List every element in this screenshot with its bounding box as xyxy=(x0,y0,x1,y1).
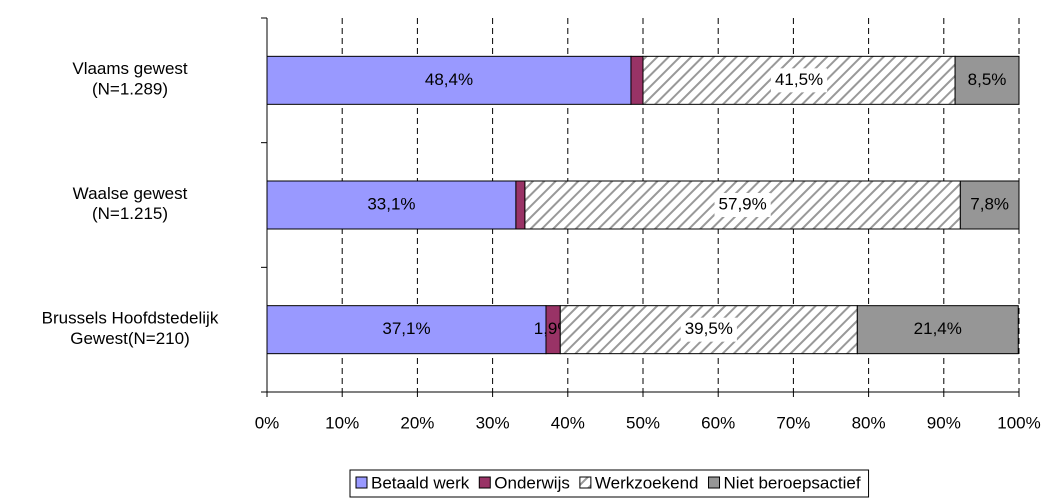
bar-segment xyxy=(266,180,517,230)
value-label: 41,5% xyxy=(775,70,823,89)
label-background xyxy=(680,317,737,342)
bar-segment xyxy=(515,180,526,230)
value-label: 21,4% xyxy=(914,319,962,338)
bar-segment xyxy=(954,55,1020,105)
value-label: 7,8% xyxy=(970,194,1009,213)
x-tick-label: 10% xyxy=(325,413,359,432)
value-label: 8,5% xyxy=(968,70,1007,89)
bar-segment xyxy=(266,305,547,355)
bar-segment xyxy=(959,180,1020,230)
legend-label: Niet beroepsactief xyxy=(724,473,861,492)
x-tick-label: 40% xyxy=(551,413,585,432)
legend-swatch xyxy=(355,476,368,489)
legend-box xyxy=(349,469,870,498)
value-label: 33,1% xyxy=(367,194,415,213)
legend: Betaald werk Onderwijs Werkzoekend Niet ber… xyxy=(349,469,870,498)
value-label: 57,9% xyxy=(719,194,767,213)
x-tick-label: 50% xyxy=(626,413,660,432)
label-background xyxy=(770,68,828,93)
legend-label: Werkzoekend xyxy=(595,473,699,492)
legend-label: Onderwijs xyxy=(494,473,570,492)
legend-swatch xyxy=(579,476,592,489)
legend-swatch xyxy=(478,476,491,489)
y-tick-label: Brussels Hoofdstedelijk Gewest(N=210) xyxy=(42,309,219,348)
x-tick-label: 70% xyxy=(776,413,810,432)
x-tick-label: 0% xyxy=(255,413,280,432)
value-label: 37,1% xyxy=(382,319,430,338)
x-tick-label: 100% xyxy=(997,413,1040,432)
value-label: 48,4% xyxy=(425,70,473,89)
y-tick-label: Waalse gewest (N=1.215) xyxy=(73,184,188,223)
x-tick-label: 80% xyxy=(852,413,886,432)
legend-label: Betaald werk xyxy=(371,473,470,492)
value-label: 39,5% xyxy=(685,319,733,338)
bar-segment xyxy=(630,55,644,105)
legend-swatch xyxy=(708,476,721,489)
bar-segment xyxy=(856,305,1019,355)
label-background xyxy=(714,193,771,217)
x-tick-label: 60% xyxy=(701,413,735,432)
bar-segment xyxy=(266,55,632,105)
x-tick-label: 30% xyxy=(476,413,510,432)
x-tick-label: 20% xyxy=(400,413,434,432)
y-tick-label: Vlaams gewest (N=1.289) xyxy=(72,60,188,99)
x-tick-label: 90% xyxy=(927,413,961,432)
